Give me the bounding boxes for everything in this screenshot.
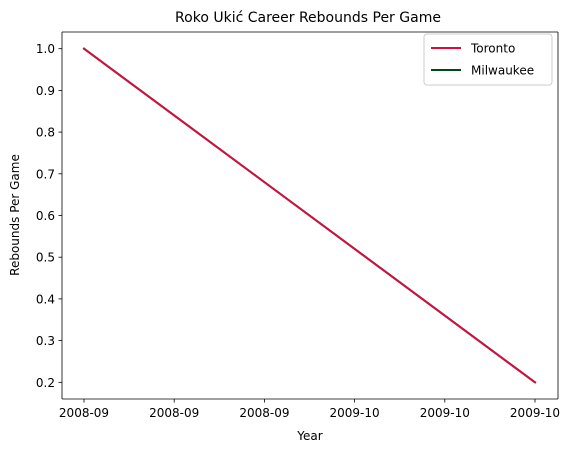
y-tick-label: 0.2 (36, 376, 55, 390)
y-tick-label: 0.9 (36, 84, 55, 98)
x-tick-label: 2009-10 (510, 406, 560, 420)
y-tick-label: 1.0 (36, 42, 55, 56)
legend-items: Toronto Milwaukee (431, 42, 534, 78)
legend-box (423, 33, 553, 86)
legend-label-milwaukee: Milwaukee (471, 64, 534, 78)
y-tick-label: 0.7 (36, 167, 55, 181)
y-axis: 0.2 0.3 0.4 0.5 0.6 0.7 0.8 0.9 1.0 (36, 42, 62, 390)
y-tick-label: 0.4 (36, 292, 55, 306)
y-tick-label: 0.6 (36, 209, 55, 223)
series-line-toronto (82, 47, 537, 384)
legend: Toronto Milwaukee (423, 33, 553, 86)
legend-label-toronto: Toronto (470, 42, 515, 56)
x-tick-label: 2009-10 (420, 406, 470, 420)
y-axis-title: Rebounds Per Game (8, 154, 22, 276)
x-axis-title: Year (296, 429, 322, 443)
x-tick-label: 2009-10 (330, 406, 380, 420)
series-layer (82, 47, 537, 384)
x-tick-label: 2008-09 (59, 406, 109, 420)
y-tick-label: 0.5 (36, 251, 55, 265)
y-tick-label: 0.3 (36, 334, 55, 348)
y-tick-label: 0.8 (36, 126, 55, 140)
x-axis: 2008-09 2008-09 2008-09 2009-10 2009-10 2009-… (59, 399, 560, 420)
x-tick-label: 2008-09 (239, 406, 289, 420)
x-tick-label: 2008-09 (149, 406, 199, 420)
chart-title: Roko Ukić Career Rebounds Per Game (175, 10, 441, 26)
